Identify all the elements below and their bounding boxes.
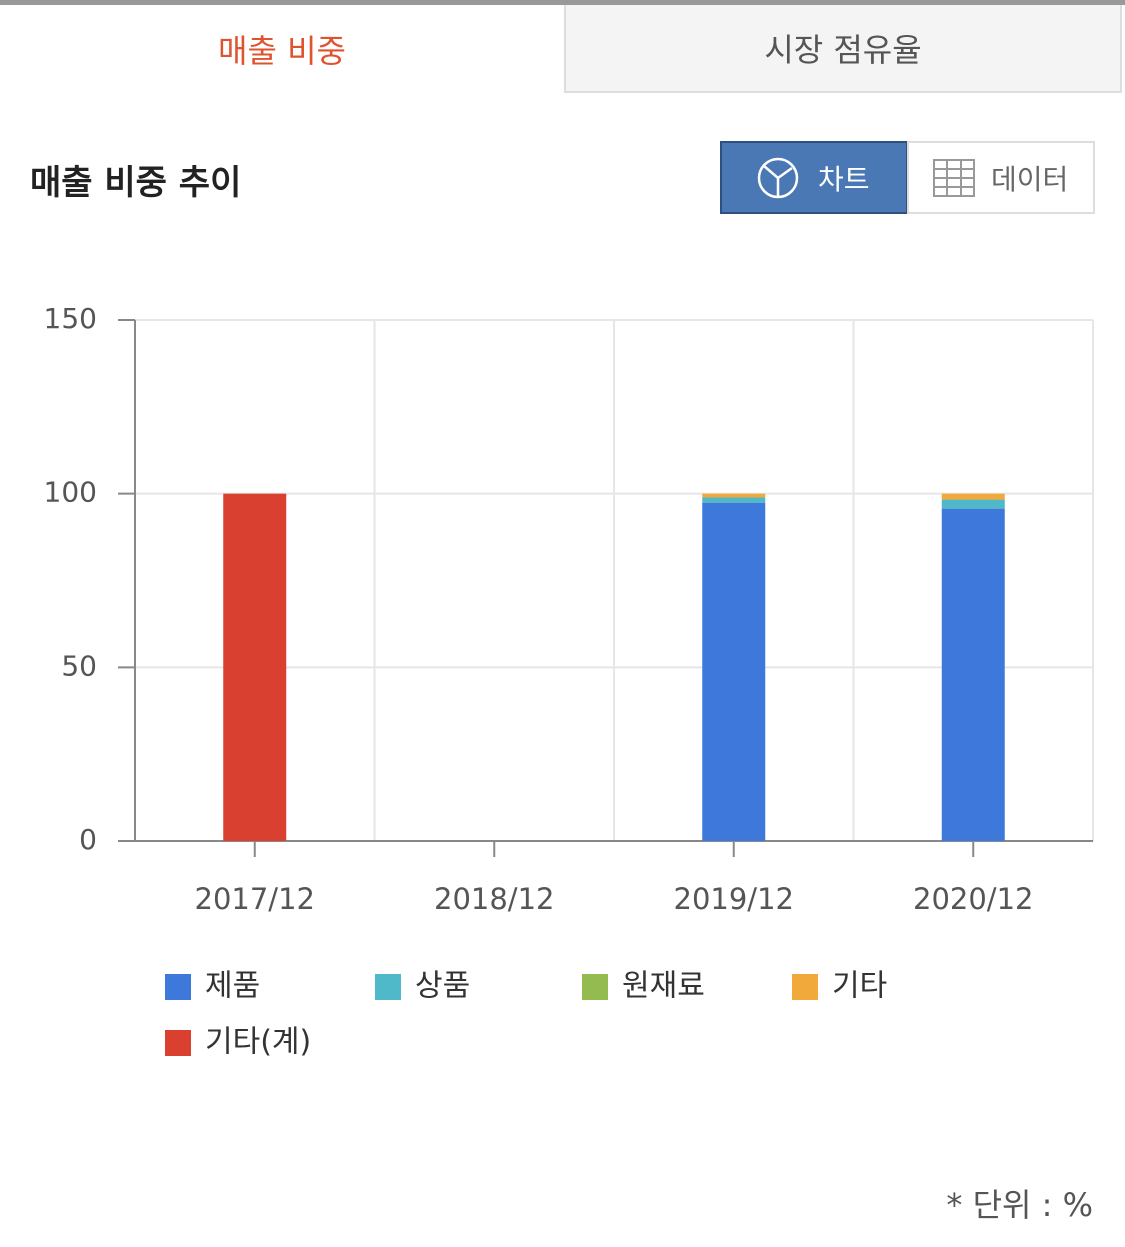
- legend-swatch: [165, 1030, 191, 1056]
- x-tick-label: 2018/12: [434, 882, 554, 916]
- legend-swatch: [375, 974, 401, 1000]
- y-tick-label: 50: [61, 649, 97, 682]
- top-bar: [0, 0, 1125, 5]
- bar-segment: [941, 508, 1005, 841]
- legend-label: 기타(계): [205, 1025, 311, 1060]
- chart: 0 50 100 150 2017/12 2018/12 2019/12 2020/12 제품 상…: [44, 302, 1094, 1060]
- chart-button[interactable]: 차트: [720, 141, 908, 214]
- x-tick-label: 2020/12: [913, 882, 1033, 916]
- legend-label: 상품: [415, 969, 470, 1004]
- unit-note: * 단위 : %: [946, 1186, 1093, 1224]
- y-tick-label: 0: [79, 823, 97, 856]
- data-button[interactable]: 데이터: [907, 141, 1095, 214]
- chart-button-label: 차트: [818, 162, 870, 196]
- bar-segment: [702, 502, 766, 841]
- bar-segment: [223, 493, 287, 841]
- pie-icon: [757, 157, 799, 198]
- legend-label: 제품: [205, 969, 260, 1004]
- y-tick-label: 100: [44, 476, 97, 509]
- bar-segment: [941, 499, 1005, 509]
- legend-label: 원재료: [622, 969, 705, 1004]
- legend-swatch: [792, 974, 818, 1000]
- bar-segment: [702, 497, 766, 503]
- bar-segment: [702, 493, 766, 498]
- bar-segment: [941, 493, 1005, 500]
- legend-swatch: [165, 974, 191, 1000]
- legend-swatch: [582, 974, 608, 1000]
- section-title: 매출 비중 추이: [30, 163, 242, 203]
- table-icon: [933, 158, 975, 197]
- tab-inactive[interactable]: 시장 점유율: [564, 5, 1122, 93]
- x-tick-label: 2017/12: [195, 882, 315, 916]
- tab-active[interactable]: 매출 비중: [0, 5, 564, 93]
- data-button-label: 데이터: [991, 162, 1069, 196]
- y-tick-label: 150: [44, 302, 97, 335]
- legend-label: 기타: [832, 969, 887, 1004]
- x-tick-label: 2019/12: [674, 882, 794, 916]
